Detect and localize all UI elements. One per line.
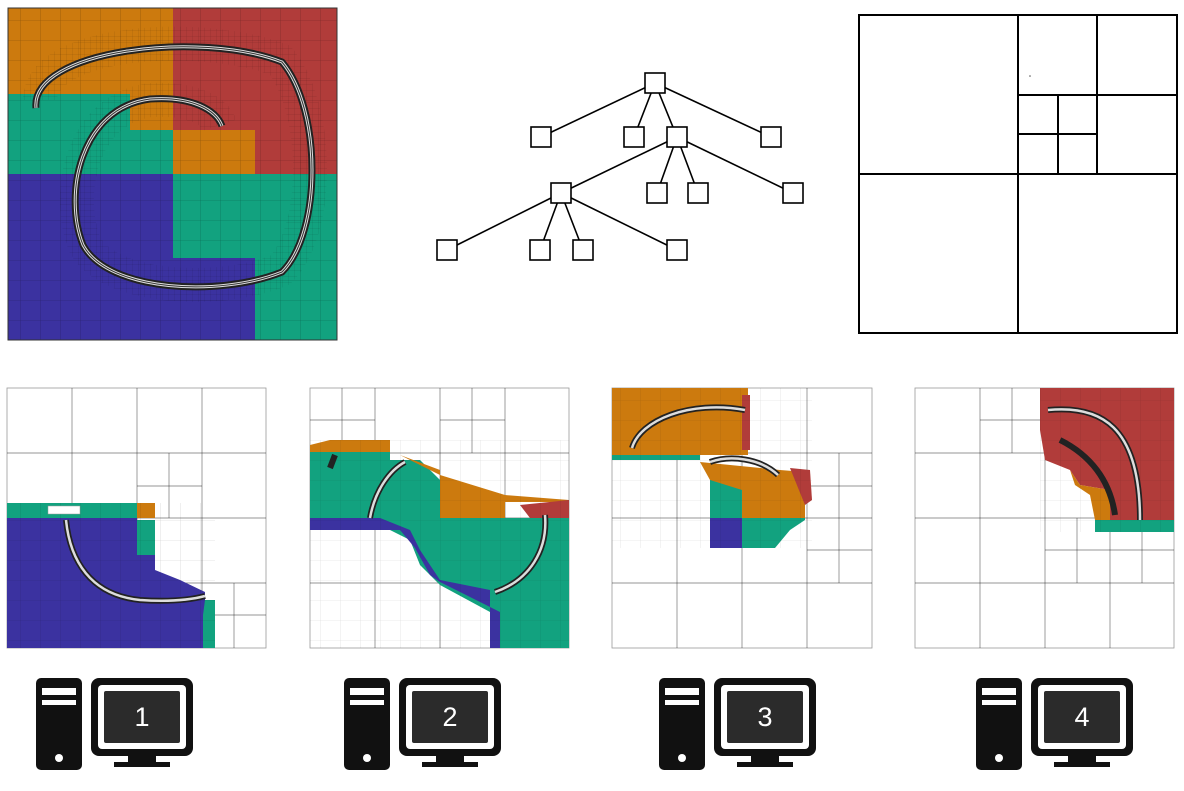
computer-number: 2 [442, 702, 457, 732]
subdomain-panel-2 [309, 387, 570, 649]
tree-node [760, 126, 782, 148]
computer-number: 3 [757, 702, 772, 732]
tree-node [646, 182, 668, 204]
quadtree-squares [858, 14, 1178, 334]
tree-node [782, 182, 804, 204]
computer-number: 1 [134, 702, 149, 732]
tree-node [666, 126, 688, 148]
tree-node [687, 182, 709, 204]
computer-icon: 1 [36, 678, 193, 770]
full-mesh-panel [7, 7, 338, 341]
computer-icon: 2 [344, 678, 501, 770]
tree-node [644, 72, 666, 94]
tree-node [550, 182, 572, 204]
tree-node [436, 239, 458, 261]
computer-icon: 4 [976, 678, 1133, 770]
subdomain-panel-4 [914, 387, 1175, 649]
computer-icon: 3 [659, 678, 816, 770]
tree-node [623, 126, 645, 148]
tree-node [529, 239, 551, 261]
computer-number: 4 [1074, 702, 1089, 732]
quadtree-diagram [436, 72, 804, 261]
tree-node [572, 239, 594, 261]
tree-node [530, 126, 552, 148]
subdomain-panel-1 [6, 387, 267, 649]
subdomain-panel-3 [611, 387, 873, 649]
tree-node [666, 239, 688, 261]
